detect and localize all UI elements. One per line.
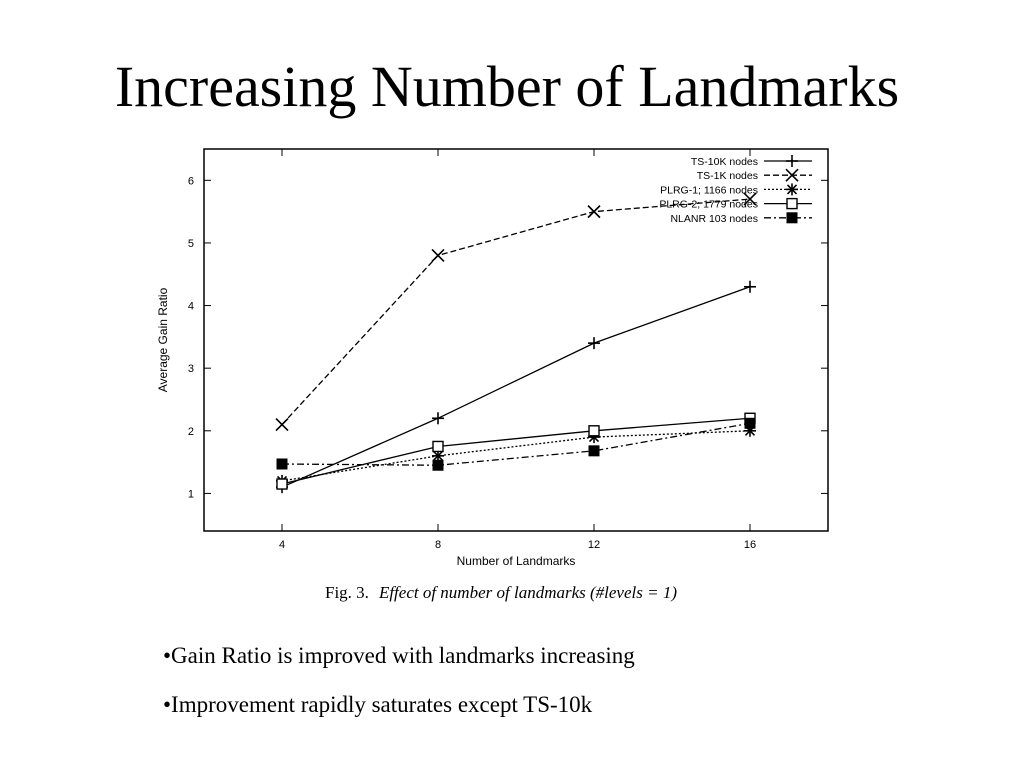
y-axis-label: Average Gain Ratio xyxy=(156,287,170,392)
x-tick-label: 12 xyxy=(588,539,600,551)
data-point xyxy=(432,450,444,461)
series-1 xyxy=(275,192,757,432)
series-2 xyxy=(276,424,756,487)
legend: TS-10K nodes TS-1K nodes PLRG-1; 1166 node… xyxy=(659,155,812,225)
x-tick-label: 4 xyxy=(279,539,285,551)
figure-caption: Fig. 3. Effect of number of landmarks (#l… xyxy=(325,583,677,603)
data-point xyxy=(587,205,601,219)
data-point xyxy=(275,417,289,432)
y-tick-label: 4 xyxy=(188,301,194,313)
slide-title: Increasing Number of Landmarks xyxy=(114,54,900,119)
series-4 xyxy=(276,417,756,471)
series-line xyxy=(281,198,751,425)
x-axis-label: Number of Landmarks xyxy=(457,554,576,568)
series-line xyxy=(281,417,751,485)
legend-label: TS-1K nodes xyxy=(697,170,758,182)
data-point xyxy=(432,440,444,453)
caption-prefix: Fig. 3. xyxy=(325,583,369,602)
y-tick-label: 3 xyxy=(188,363,194,375)
data-point xyxy=(588,445,600,457)
data-point xyxy=(588,425,600,437)
legend-label: TS-10K nodes xyxy=(691,156,758,168)
series-3 xyxy=(276,412,756,490)
caption-text: Effect of number of landmarks (#levels =… xyxy=(378,583,677,602)
y-tick-label: 1 xyxy=(188,488,194,500)
series-layer xyxy=(275,192,757,494)
x-tick-label: 8 xyxy=(435,539,441,551)
legend-marker xyxy=(786,184,798,195)
y-tick-label: 2 xyxy=(188,426,194,438)
bullet-item: •Gain Ratio is improved with landmarks i… xyxy=(163,643,635,668)
series-0 xyxy=(276,280,756,494)
x-tick-label: 16 xyxy=(744,539,756,551)
legend-marker xyxy=(786,197,798,210)
data-point xyxy=(276,458,288,470)
data-point xyxy=(276,478,288,490)
y-tick-label: 5 xyxy=(188,238,194,250)
data-point xyxy=(431,248,445,263)
data-point xyxy=(743,192,757,206)
series-line xyxy=(281,286,751,488)
data-point xyxy=(432,459,444,471)
legend-label: NLANR 103 nodes xyxy=(670,213,758,225)
legend-label: PLRG-1; 1166 nodes xyxy=(660,184,758,196)
data-point xyxy=(744,417,756,429)
plot-frame xyxy=(203,148,829,532)
bullet-list: •Gain Ratio is improved with landmarks i… xyxy=(163,642,635,740)
legend-label: PLRG-2; 1779 nodes xyxy=(659,199,758,211)
series-line xyxy=(281,430,751,482)
legend-marker xyxy=(786,212,798,224)
legend-marker xyxy=(785,168,799,182)
bullet-item: •Improvement rapidly saturates except TS… xyxy=(163,692,593,717)
series-line xyxy=(281,422,751,466)
y-tick-label: 6 xyxy=(188,175,194,187)
